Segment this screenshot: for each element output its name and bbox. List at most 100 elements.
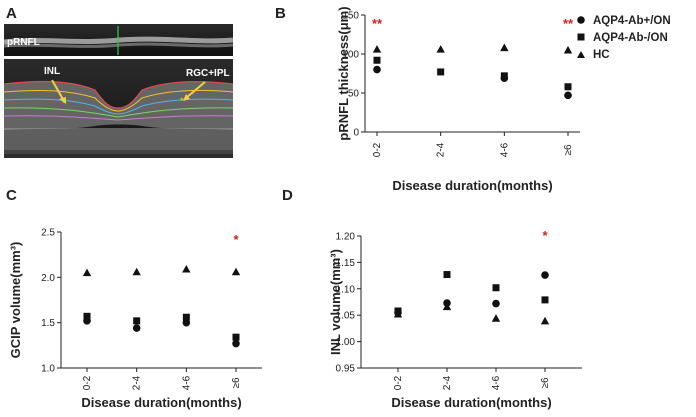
data-point-triangle (563, 45, 573, 54)
oct-image-panel: pRNFL INL * RGC+IPL * (3, 24, 234, 158)
data-point-circle (182, 318, 191, 327)
data-point-circle (541, 271, 549, 279)
y-tick-label: 150 (342, 11, 359, 22)
y-tick-label: 1.5 (41, 318, 55, 329)
y-axis-title: GCIP volume(mm³) (8, 242, 23, 359)
y-tick-label: 2.5 (41, 228, 55, 239)
significance-marker: ** (563, 16, 574, 31)
y-axis-title: pRNFL thickness(μm) (336, 6, 351, 140)
x-tick-label: 4-6 (181, 375, 192, 390)
oct-retina-layers (4, 81, 233, 130)
x-axis-title: Disease duration(months) (81, 395, 241, 410)
data-point-square (373, 56, 381, 64)
legend-triangle-icon (577, 51, 585, 58)
rgc-arrow-head (183, 94, 190, 101)
significance-marker: ** (372, 16, 383, 31)
legend-item-hc: HC (593, 49, 610, 61)
y-tick-label: 1.0 (41, 364, 55, 375)
data-point-circle (373, 65, 381, 74)
significance-marker: * (233, 232, 239, 247)
panel-label-c: C (6, 187, 17, 204)
y-tick-label: 1.20 (336, 232, 356, 243)
y-tick-label: 1.05 (336, 311, 356, 322)
data-point-triangle (372, 45, 382, 53)
data-point-triangle (442, 302, 452, 311)
data-point-circle (492, 299, 500, 308)
legend-square-icon (577, 33, 585, 41)
y-tick-label: 100 (342, 50, 359, 61)
data-point-square (437, 68, 445, 76)
x-tick-label: ≥6 (563, 144, 574, 155)
data-point-triangle (436, 45, 445, 53)
data-point-triangle (491, 314, 501, 322)
x-tick-label: 2-4 (132, 375, 143, 390)
oct-choroid-band (4, 150, 233, 158)
data-point-triangle (132, 267, 141, 276)
legend-item-aqp4-neg: AQP4-Ab-/ON (593, 32, 668, 44)
x-tick-label: ≥6 (540, 377, 551, 388)
data-point-triangle (540, 316, 550, 325)
panel-label-b: B (275, 5, 286, 22)
prnfl-label: pRNFL (7, 37, 40, 48)
x-tick-label: 0-2 (82, 375, 93, 390)
oct-segmentation-line-purple (3, 115, 234, 121)
oct-segmentation-line-red (3, 80, 234, 109)
x-tick-label: 0-2 (372, 142, 383, 157)
data-point-square (232, 333, 240, 341)
data-point-triangle (393, 309, 403, 318)
data-point-circle (132, 324, 141, 332)
data-point-square (500, 72, 508, 80)
y-tick-label: 1.00 (336, 337, 356, 348)
chart-inl: 0.95 1.00 1.05 1.10 1.15 1.20 0-2 2-4 4-6 ≥6 Disea… (328, 228, 582, 410)
data-point-square (83, 312, 91, 320)
inl-marker-icon: * (62, 98, 66, 108)
x-tick-label: 4-6 (499, 142, 510, 157)
rgc-ipl-label: RGC+IPL (186, 68, 230, 79)
x-tick-label: 4-6 (491, 375, 502, 390)
data-point-triangle (231, 267, 241, 276)
x-tick-label: 2-4 (442, 375, 453, 390)
x-tick-label: ≥6 (231, 377, 242, 388)
panel-label-d: D (282, 187, 293, 204)
oct-segmentation-line-green (3, 107, 234, 118)
y-tick-label: 1.15 (336, 258, 356, 269)
data-point-square (133, 317, 141, 325)
data-point-square (443, 271, 451, 279)
data-point-square (541, 296, 549, 304)
rgc-marker-icon: * (180, 96, 184, 106)
y-tick-label: 1.10 (336, 284, 356, 295)
inl-arrow-head (59, 97, 66, 104)
data-point-circle (564, 91, 572, 100)
chart-prnfl: 0 50 100 150 0-2 2-4 4-6 ≥6 Disease duration(mon… (336, 6, 580, 193)
legend-item-aqp4-pos: AQP4-Ab+/ON (593, 15, 671, 27)
significance-marker: * (542, 228, 548, 243)
chart-gcip: 1.0 1.5 2.0 2.5 0-2 2-4 4-6 ≥6 Disease duration(… (8, 228, 262, 410)
inl-arrow (51, 79, 65, 102)
y-tick-label: 50 (348, 89, 360, 100)
y-tick-label: 0.95 (336, 364, 356, 375)
data-point-square (182, 313, 190, 321)
oct-segmentation-line-yellow (3, 89, 234, 112)
legend-circle-icon (577, 16, 585, 24)
oct-prnfl-band (3, 36, 234, 45)
legend: AQP4-Ab+/ON AQP4-Ab-/ON HC (577, 15, 671, 61)
rgc-arrow (185, 81, 206, 99)
data-point-square (564, 83, 572, 91)
oct-rpe-band (4, 128, 233, 154)
y-axis-title: INL volume(mm³) (328, 249, 343, 355)
x-tick-label: 2-4 (436, 142, 447, 157)
x-tick-label: 0-2 (393, 375, 404, 390)
data-point-circle (232, 339, 240, 348)
data-point-square (492, 284, 500, 292)
x-axis-title: Disease duration(months) (391, 395, 551, 410)
data-point-triangle (82, 268, 92, 277)
inl-label: INL (44, 66, 60, 77)
panel-label-a: A (6, 5, 17, 22)
x-axis-title: Disease duration(months) (392, 178, 552, 193)
y-tick-label: 2.0 (41, 273, 55, 284)
data-point-triangle (500, 43, 509, 52)
oct-prnfl-band-lower (3, 42, 234, 48)
data-point-triangle (182, 264, 191, 273)
y-tick-label: 0 (353, 128, 359, 139)
